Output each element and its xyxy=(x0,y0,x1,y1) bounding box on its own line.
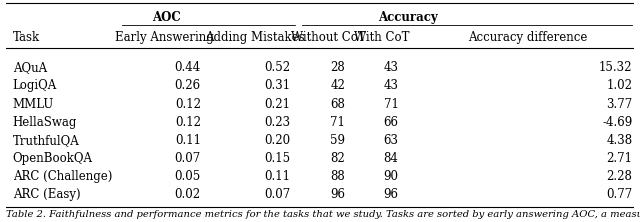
Text: 15.32: 15.32 xyxy=(599,61,632,74)
Text: ARC (Easy): ARC (Easy) xyxy=(13,188,80,201)
Text: AQuA: AQuA xyxy=(13,61,47,74)
Text: 63: 63 xyxy=(383,134,398,147)
Text: 82: 82 xyxy=(330,152,345,165)
Text: ARC (Challenge): ARC (Challenge) xyxy=(13,170,112,183)
Text: 0.31: 0.31 xyxy=(264,79,291,92)
Text: 28: 28 xyxy=(330,61,345,74)
Text: 2.71: 2.71 xyxy=(606,152,632,165)
Text: 1.02: 1.02 xyxy=(606,79,632,92)
Text: 0.77: 0.77 xyxy=(606,188,632,201)
Text: Table 2. Faithfulness and performance metrics for the tasks that we study. Tasks: Table 2. Faithfulness and performance me… xyxy=(6,210,640,219)
Text: 0.02: 0.02 xyxy=(175,188,201,201)
Text: 42: 42 xyxy=(330,79,345,92)
Text: 0.23: 0.23 xyxy=(264,116,291,129)
Text: Early Answering: Early Answering xyxy=(115,30,214,44)
Text: 66: 66 xyxy=(383,116,398,129)
Text: 0.15: 0.15 xyxy=(264,152,291,165)
Text: AOC: AOC xyxy=(152,11,180,24)
Text: HellaSwag: HellaSwag xyxy=(13,116,77,129)
Text: 0.12: 0.12 xyxy=(175,116,201,129)
Text: 90: 90 xyxy=(383,170,398,183)
Text: 43: 43 xyxy=(383,61,398,74)
Text: 84: 84 xyxy=(383,152,398,165)
Text: TruthfulQA: TruthfulQA xyxy=(13,134,79,147)
Text: 0.44: 0.44 xyxy=(175,61,201,74)
Text: Without CoT: Without CoT xyxy=(291,30,366,44)
Text: Adding Mistakes: Adding Mistakes xyxy=(205,30,304,44)
Text: With CoT: With CoT xyxy=(355,30,410,44)
Text: 0.07: 0.07 xyxy=(175,152,201,165)
Text: 43: 43 xyxy=(383,79,398,92)
Text: Task: Task xyxy=(13,30,40,44)
Text: 0.05: 0.05 xyxy=(175,170,201,183)
Text: -4.69: -4.69 xyxy=(602,116,632,129)
Text: 0.21: 0.21 xyxy=(264,97,291,111)
Text: 71: 71 xyxy=(330,116,345,129)
Text: Accuracy difference: Accuracy difference xyxy=(468,30,588,44)
Text: LogiQA: LogiQA xyxy=(13,79,57,92)
Text: 68: 68 xyxy=(330,97,345,111)
Text: 0.12: 0.12 xyxy=(175,97,201,111)
Text: 59: 59 xyxy=(330,134,345,147)
Text: 88: 88 xyxy=(330,170,345,183)
Text: 0.11: 0.11 xyxy=(264,170,291,183)
Text: 96: 96 xyxy=(383,188,398,201)
Text: OpenBookQA: OpenBookQA xyxy=(13,152,93,165)
Text: 0.11: 0.11 xyxy=(175,134,201,147)
Text: 71: 71 xyxy=(383,97,398,111)
Text: 4.38: 4.38 xyxy=(606,134,632,147)
Text: 3.77: 3.77 xyxy=(606,97,632,111)
Text: MMLU: MMLU xyxy=(13,97,54,111)
Text: 0.26: 0.26 xyxy=(175,79,201,92)
Text: 2.28: 2.28 xyxy=(607,170,632,183)
Text: 96: 96 xyxy=(330,188,345,201)
Text: 0.52: 0.52 xyxy=(264,61,291,74)
Text: Accuracy: Accuracy xyxy=(378,11,438,24)
Text: 0.07: 0.07 xyxy=(264,188,291,201)
Text: 0.20: 0.20 xyxy=(264,134,291,147)
